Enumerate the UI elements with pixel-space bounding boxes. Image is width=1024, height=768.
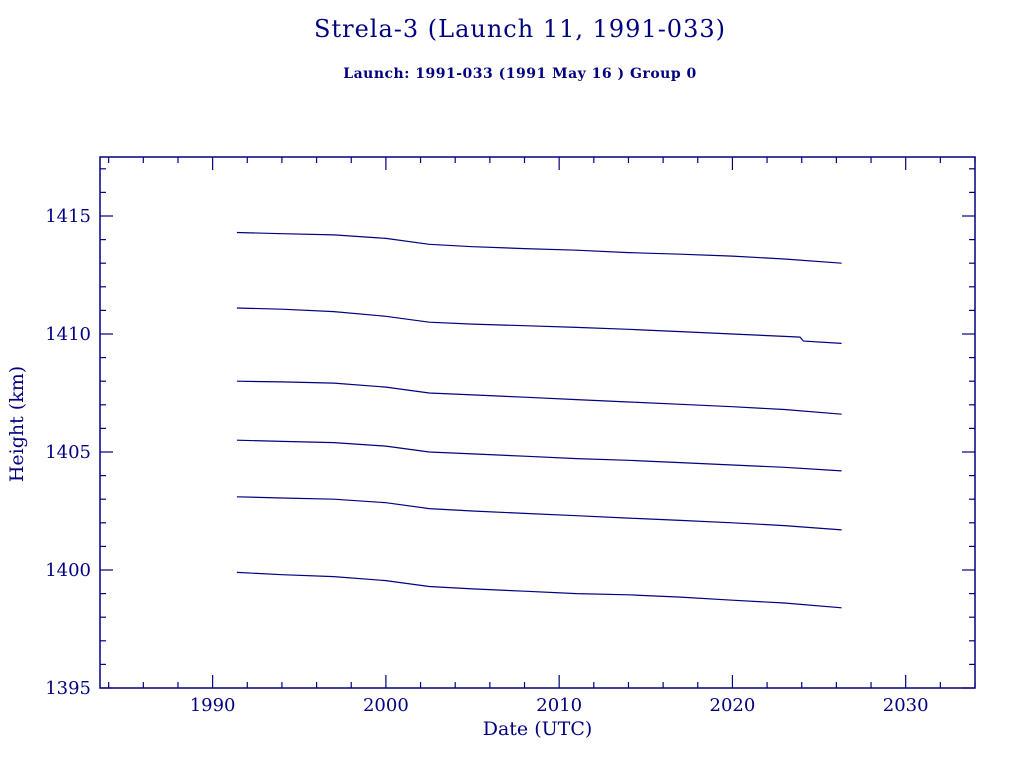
y-axis-label: Height (km) <box>6 365 28 483</box>
series-line-orbit-3 <box>236 380 842 415</box>
x-tick-label: 2010 <box>536 695 582 716</box>
series-line-orbit-4 <box>236 439 842 472</box>
plot-frame <box>99 156 976 689</box>
series-line-orbit-5 <box>236 496 842 531</box>
y-tick-label: 1410 <box>45 324 91 345</box>
x-tick-label: 2030 <box>883 695 929 716</box>
x-tick-label: 1990 <box>190 695 236 716</box>
series-line-orbit-1 <box>236 231 842 264</box>
y-tick-label: 1395 <box>45 678 91 699</box>
x-tick-label: 2020 <box>710 695 756 716</box>
series-line-orbit-2 <box>236 307 842 344</box>
axis-ticks <box>100 157 976 689</box>
chart-subtitle: Launch: 1991-033 (1991 May 16 ) Group 0 <box>343 66 697 82</box>
y-tick-label: 1415 <box>45 206 91 227</box>
series-group <box>236 231 842 609</box>
y-tick-label: 1400 <box>45 560 91 581</box>
series-line-orbit-6 <box>236 571 842 609</box>
y-tick-label: 1405 <box>45 442 91 463</box>
x-axis-label: Date (UTC) <box>482 718 593 740</box>
chart-title: Strela-3 (Launch 11, 1991-033) <box>314 15 726 43</box>
x-tick-label: 2000 <box>363 695 409 716</box>
